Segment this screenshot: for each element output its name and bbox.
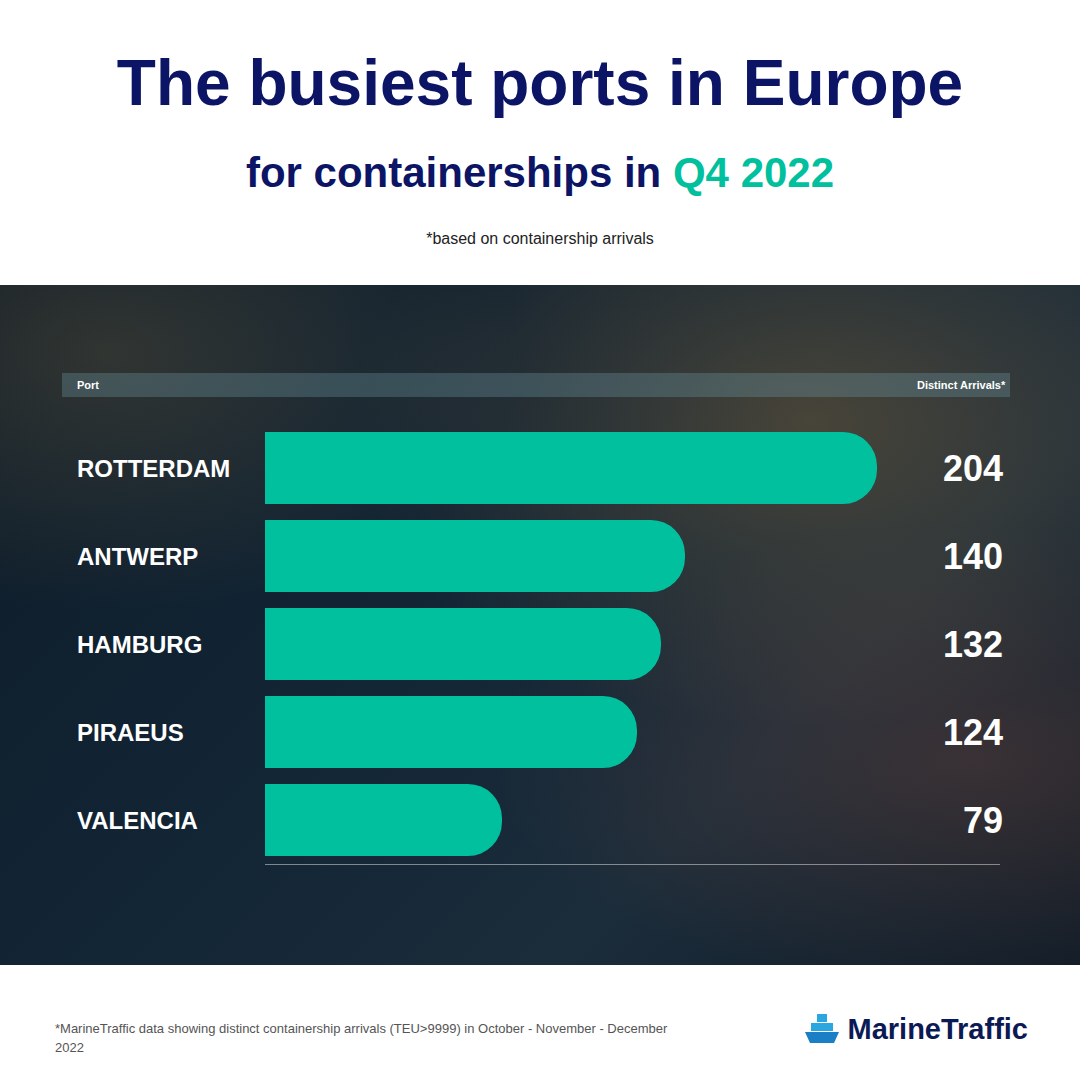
svg-text:Distinct Arrivals*: Distinct Arrivals* (917, 379, 1006, 391)
svg-text:ANTWERP: ANTWERP (77, 543, 198, 570)
svg-text:PIRAEUS: PIRAEUS (77, 719, 184, 746)
svg-text:VALENCIA: VALENCIA (77, 807, 198, 834)
html-text:*based on containership arriva: *based on containership arrivals (426, 230, 654, 247)
svg-text:79: 79 (963, 800, 1003, 841)
html-text:The busiest ports in Europe: The busiest ports in Europe (116, 47, 964, 119)
svg-text:132: 132 (943, 624, 1003, 665)
html-text:for containerships in Q4 2022: for containerships in Q4 2022 (245, 149, 835, 196)
svg-text:140: 140 (943, 536, 1003, 577)
html-text:*MarineTraffic data showing di: *MarineTraffic data showing distinct con… (55, 1021, 668, 1055)
svg-text:Port: Port (77, 379, 99, 391)
svg-text:ROTTERDAM: ROTTERDAM (77, 455, 230, 482)
svg-text:204: 204 (943, 448, 1003, 489)
html-text:MarineTraffic: MarineTraffic (847, 1012, 1028, 1045)
svg-text:HAMBURG: HAMBURG (77, 631, 202, 658)
svg-text:124: 124 (943, 712, 1003, 753)
